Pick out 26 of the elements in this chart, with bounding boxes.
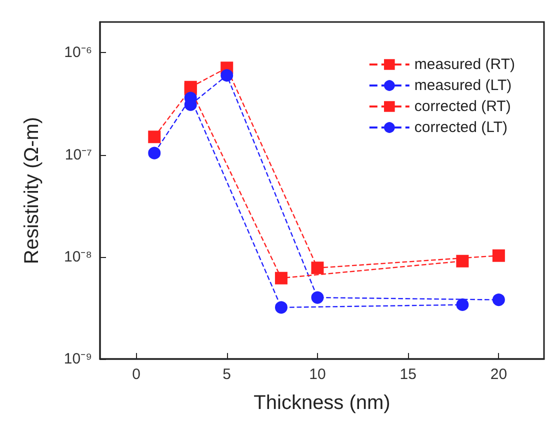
point <box>492 294 505 306</box>
x-axis-title: Thickness (nm) <box>254 392 390 414</box>
point <box>148 146 161 160</box>
x-tick-label: 0 <box>132 366 140 383</box>
y-tick-label: 10⁻⁶ <box>64 44 92 62</box>
point <box>274 272 288 284</box>
point <box>456 254 469 268</box>
legend-label: measured (LT) <box>414 77 512 94</box>
legend-label: corrected (RT) <box>414 98 511 115</box>
y-axis-title: Resistivity (Ω-m) <box>21 116 43 264</box>
point <box>311 262 324 274</box>
point <box>274 301 288 314</box>
point <box>311 291 324 304</box>
y-tick-label: 10⁻⁹ <box>64 350 92 368</box>
point <box>456 298 469 311</box>
y-tick-label: 10⁻⁸ <box>64 248 92 266</box>
x-tick-label: 5 <box>222 366 232 383</box>
legend-label: corrected (LT) <box>414 119 508 136</box>
legend-label: measured (RT) <box>414 56 516 73</box>
y-tick-label: 10⁻⁷ <box>64 146 92 164</box>
point <box>492 249 505 262</box>
x-tick-label: 15 <box>400 366 416 383</box>
x-tick-label: 20 <box>490 366 508 383</box>
point <box>220 69 234 82</box>
point <box>148 130 161 144</box>
x-tick-label: 10 <box>309 366 326 383</box>
